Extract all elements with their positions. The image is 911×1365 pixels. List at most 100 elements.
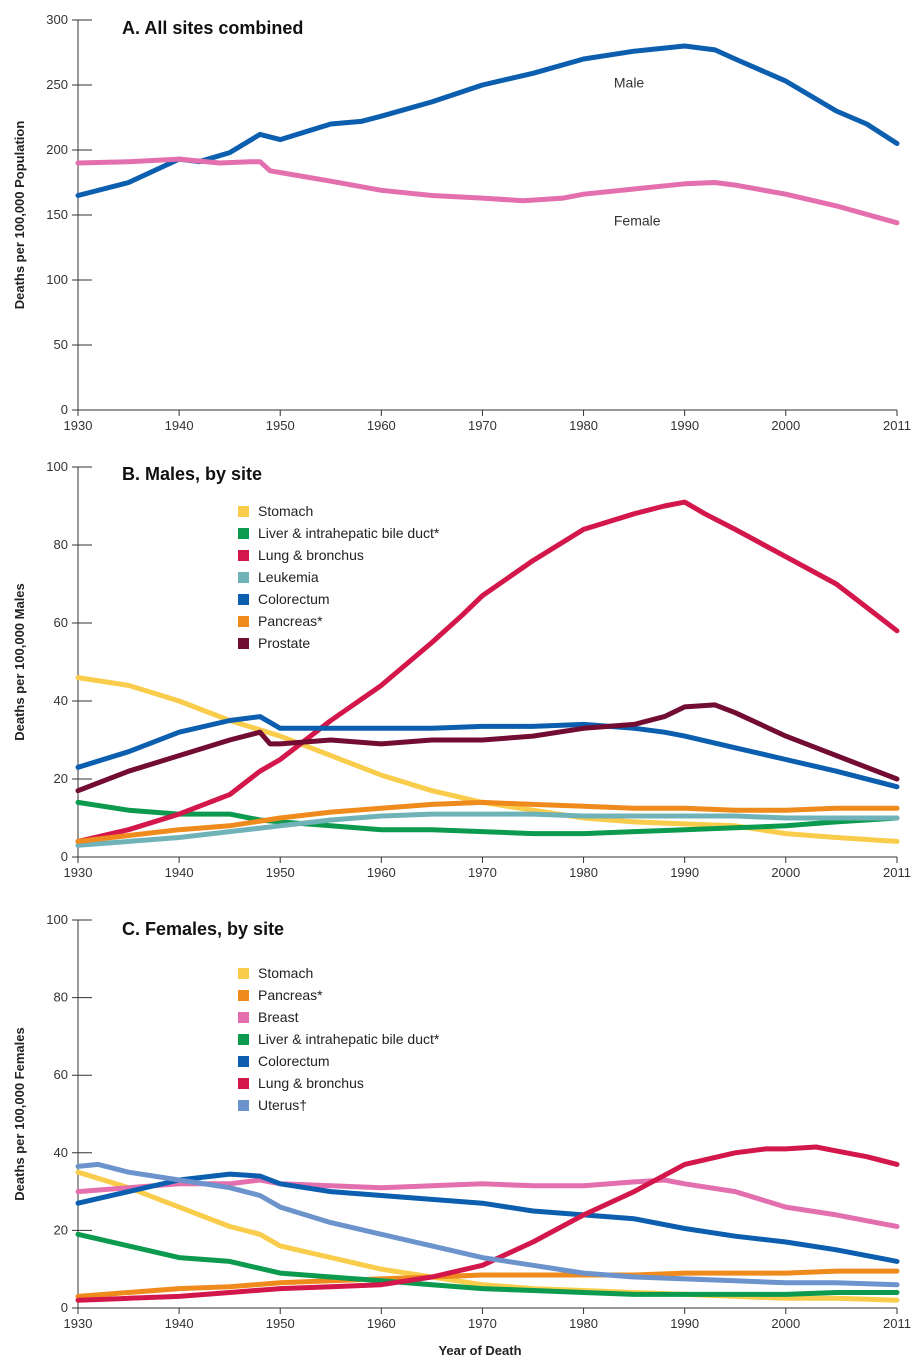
legend-label: Liver & intrahepatic bile duct* — [258, 1031, 440, 1047]
legend-swatch — [238, 1056, 249, 1067]
x-tick-label: 2011 — [883, 1316, 911, 1331]
series-line-series-2 — [75, 156, 900, 226]
legend-label: Colorectum — [258, 591, 330, 607]
x-tick-label: 1980 — [569, 418, 598, 433]
legend-label: Prostate — [258, 635, 310, 651]
legend-label: Leukemia — [258, 569, 319, 585]
y-tick-label: 0 — [61, 849, 68, 864]
x-tick-label: 1970 — [468, 418, 497, 433]
y-tick-label: 250 — [46, 77, 68, 92]
y-tick-label: 60 — [54, 1067, 68, 1082]
legend-label: Stomach — [258, 503, 313, 519]
x-tick-label: 1930 — [64, 1316, 93, 1331]
x-tick-label: 1950 — [266, 865, 295, 880]
series-line-liver-intrahepatic-bile-duct — [75, 1231, 900, 1297]
legend: Stomach Liver & intrahepatic bile duct* Lu… — [238, 503, 440, 651]
chart-panel-1: A. All sites combined Deaths per 100,000 … — [12, 12, 911, 433]
series-line-lung-bronchus — [75, 1144, 900, 1303]
y-tick-label: 80 — [54, 990, 68, 1005]
y-tick-label: 80 — [54, 537, 68, 552]
chart-panel-2: B. Males, by site Deaths per 100,000 Male… — [12, 459, 911, 880]
y-axis-title: Deaths per 100,000 Population — [12, 121, 27, 310]
y-tick-label: 300 — [46, 12, 68, 27]
x-tick-label: 1950 — [266, 1316, 295, 1331]
legend-swatch — [238, 1100, 249, 1111]
legend-label: Colorectum — [258, 1053, 330, 1069]
x-tick-label: 1990 — [670, 865, 699, 880]
legend-swatch — [238, 506, 249, 517]
legend-label: Stomach — [258, 965, 313, 981]
chart-panel-3: C. Females, by site Deaths per 100,000 Fe… — [12, 912, 911, 1331]
series-line-uterus — [75, 1161, 900, 1288]
series-line-pancreas — [75, 1268, 900, 1299]
x-tick-label: 1980 — [569, 1316, 598, 1331]
legend-swatch — [238, 1034, 249, 1045]
legend-swatch — [238, 594, 249, 605]
legend-swatch — [238, 550, 249, 561]
y-tick-label: 40 — [54, 693, 68, 708]
y-tick-label: 50 — [54, 337, 68, 352]
series-line-colorectum — [75, 714, 900, 790]
panel-title: A. All sites combined — [122, 18, 303, 38]
x-tick-label: 1970 — [468, 1316, 497, 1331]
legend-swatch — [238, 572, 249, 583]
x-tick-label: 1940 — [165, 1316, 194, 1331]
panel-title: C. Females, by site — [122, 919, 284, 939]
x-axis-title: Year of Death — [438, 1343, 521, 1358]
x-tick-label: 2011 — [883, 418, 911, 433]
panel-title: B. Males, by site — [122, 464, 262, 484]
series-line-lung-bronchus — [75, 499, 900, 844]
series-line-series-1 — [75, 43, 900, 198]
y-tick-label: 200 — [46, 142, 68, 157]
x-tick-label: 1960 — [367, 865, 396, 880]
series-line-leukemia — [75, 811, 900, 848]
y-tick-label: 20 — [54, 771, 68, 786]
legend-swatch — [238, 638, 249, 649]
legend-label: Liver & intrahepatic bile duct* — [258, 525, 440, 541]
y-tick-label: 40 — [54, 1145, 68, 1160]
legend-label: Breast — [258, 1009, 299, 1025]
x-tick-label: 1980 — [569, 865, 598, 880]
series-annotation: Male — [614, 75, 645, 91]
y-tick-label: 100 — [46, 459, 68, 474]
legend-swatch — [238, 616, 249, 627]
x-tick-label: 1930 — [64, 418, 93, 433]
y-tick-label: 60 — [54, 615, 68, 630]
legend-swatch — [238, 528, 249, 539]
x-tick-label: 2011 — [883, 865, 911, 880]
series-line-liver-intrahepatic-bile-duct — [75, 799, 900, 837]
legend-swatch — [238, 1012, 249, 1023]
x-tick-label: 1940 — [165, 865, 194, 880]
legend-label: Uterus† — [258, 1097, 307, 1113]
y-tick-label: 0 — [61, 1300, 68, 1315]
x-tick-label: 1970 — [468, 865, 497, 880]
x-tick-label: 2000 — [771, 1316, 800, 1331]
legend-label: Pancreas* — [258, 987, 323, 1003]
legend-label: Lung & bronchus — [258, 1075, 364, 1091]
x-tick-label: 2000 — [771, 865, 800, 880]
x-tick-label: 1990 — [670, 418, 699, 433]
legend-swatch — [238, 968, 249, 979]
y-axis-title: Deaths per 100,000 Females — [12, 1027, 27, 1200]
x-tick-label: 2000 — [771, 418, 800, 433]
legend-swatch — [238, 990, 249, 1001]
y-tick-label: 150 — [46, 207, 68, 222]
series-line-pancreas — [75, 799, 900, 844]
x-tick-label: 1960 — [367, 1316, 396, 1331]
legend: Stomach Pancreas* Breast Liver & intrahepat… — [238, 965, 440, 1113]
series-line-prostate — [75, 702, 900, 794]
x-tick-label: 1960 — [367, 418, 396, 433]
y-tick-label: 100 — [46, 912, 68, 927]
series-line-colorectum — [75, 1171, 900, 1264]
x-tick-label: 1930 — [64, 865, 93, 880]
x-tick-label: 1940 — [165, 418, 194, 433]
series-line-breast — [75, 1177, 900, 1229]
y-tick-label: 100 — [46, 272, 68, 287]
x-tick-label: 1990 — [670, 1316, 699, 1331]
x-tick-label: 1950 — [266, 418, 295, 433]
legend-label: Lung & bronchus — [258, 547, 364, 563]
y-tick-label: 0 — [61, 402, 68, 417]
legend-swatch — [238, 1078, 249, 1089]
